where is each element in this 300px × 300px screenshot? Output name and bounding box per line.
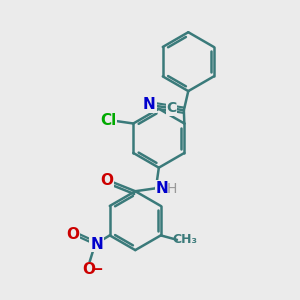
Text: O: O: [83, 262, 96, 277]
Text: N: N: [90, 237, 103, 252]
Text: O: O: [100, 173, 113, 188]
Text: N: N: [156, 181, 169, 196]
Text: O: O: [67, 227, 80, 242]
Text: N: N: [143, 97, 156, 112]
Text: −: −: [90, 262, 103, 277]
Text: Cl: Cl: [100, 113, 116, 128]
Text: H: H: [167, 182, 177, 196]
Text: C: C: [167, 101, 177, 115]
Text: CH₃: CH₃: [173, 233, 198, 246]
